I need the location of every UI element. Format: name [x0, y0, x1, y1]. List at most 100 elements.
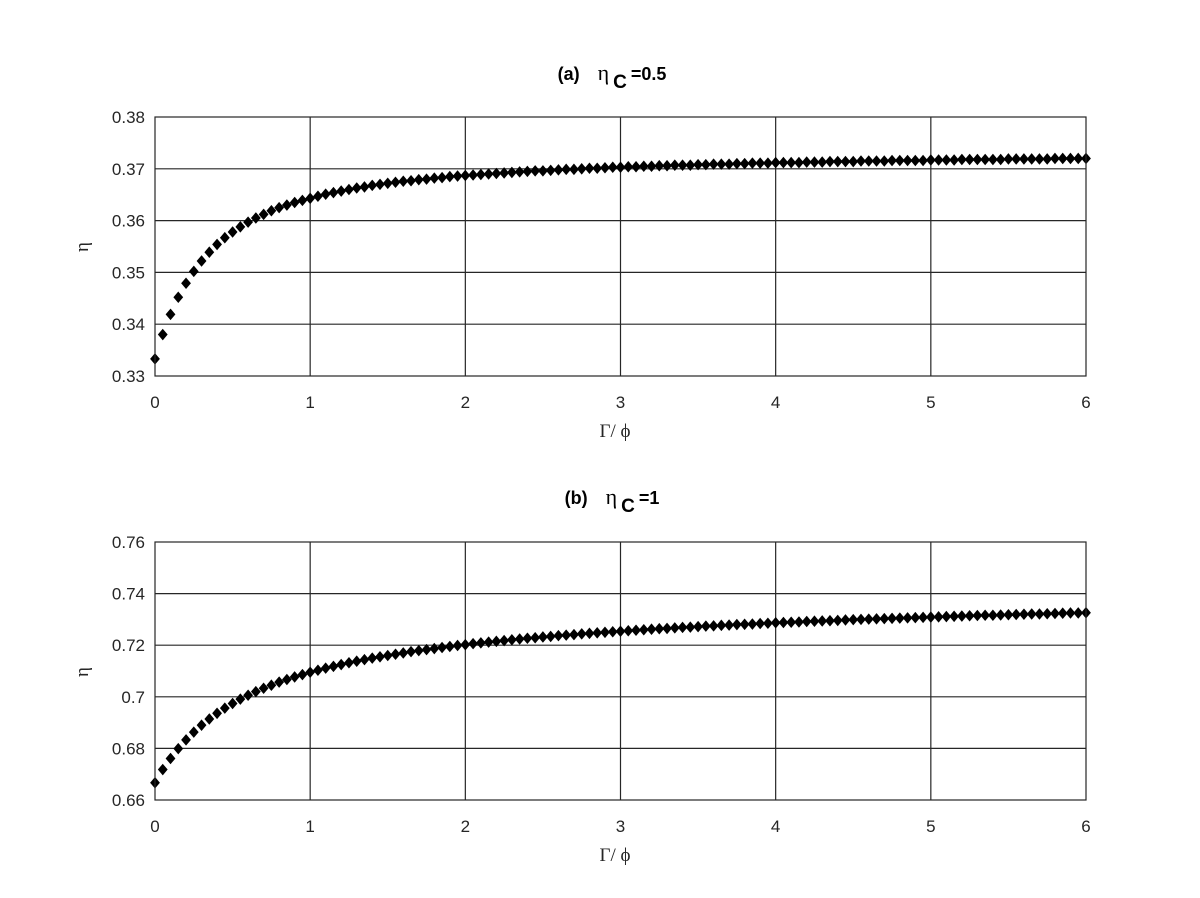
panel-b-data-point: [1003, 608, 1014, 621]
panel-a-data-point: [700, 158, 711, 171]
panel-b-title: (b) η C =1: [565, 484, 660, 517]
panel-a-data-point: [538, 165, 548, 177]
panel-b-y-tick-label: 0.68: [112, 739, 145, 758]
panel-b-data-point: [274, 676, 285, 688]
panel-b-data-point: [956, 610, 967, 622]
panel-b-data-point: [980, 609, 991, 622]
panel-a-data-point: [949, 154, 960, 166]
panel-a-data-point: [506, 166, 517, 179]
panel-a-data-point: [421, 173, 432, 185]
panel-b-data-point: [313, 664, 323, 676]
panel-b-data-point: [794, 616, 804, 628]
panel-a-data-point: [1034, 153, 1045, 165]
panel-b-data-point: [716, 619, 727, 632]
panel-a-data-point: [731, 157, 742, 170]
panel-a-data-point: [972, 153, 983, 166]
panel-a-x-tick-label: 1: [305, 393, 314, 412]
panel-a-data-point: [165, 308, 176, 321]
panel-a-data-point: [561, 163, 572, 176]
panel-b-data-point: [281, 673, 292, 686]
panel-b-data-point: [1026, 608, 1037, 620]
panel-a-data-point: [569, 163, 579, 176]
panel-b-data-point: [925, 611, 936, 623]
panel-a-data-point: [747, 157, 758, 169]
panel-b-data-point: [336, 658, 347, 671]
panel-a-data-point: [786, 156, 797, 169]
panel-a-data-point: [320, 188, 331, 200]
panel-b-y-tick-label: 0.76: [112, 533, 145, 552]
panel-b-grid: [155, 542, 1086, 800]
panel-b-title-symbol: η: [606, 484, 618, 509]
panel-a-y-tick-label: 0.37: [112, 160, 145, 179]
panel-b-x-tick-label: 3: [616, 817, 625, 836]
panel-b-data-point: [840, 614, 851, 626]
panel-b-data-point: [817, 615, 828, 627]
panel-b-data-point: [506, 634, 517, 646]
panel-b-data-point: [693, 620, 703, 633]
panel-a-data-point: [809, 156, 820, 168]
panel-a-data-point: [328, 186, 339, 199]
panel-b-data-point: [638, 623, 649, 636]
panel-b-data-point: [856, 613, 866, 626]
panel-b-data-point: [786, 616, 797, 629]
panel-a-data-point: [848, 155, 859, 168]
panel-b-title-suffix: =1: [639, 488, 660, 508]
panel-a-data-point: [763, 157, 773, 169]
panel-a-data-point: [437, 171, 447, 184]
panel-a-data-point: [553, 164, 564, 176]
panel-b-data-point: [235, 693, 246, 705]
panel-b-y-tick-label: 0.7: [121, 688, 145, 707]
panel-a-title: (a) η C =0.5: [558, 60, 667, 93]
panel-a-plot-frame: [154, 116, 1087, 377]
panel-a-data-point: [289, 196, 300, 209]
panel-a-y-tick-label: 0.38: [112, 108, 145, 127]
panel-b-data-point: [398, 647, 409, 659]
panel-a-data-point: [483, 168, 494, 180]
panel-b-data-point: [219, 702, 230, 714]
panel-a-data-point: [856, 155, 866, 167]
panel-b-data-point: [662, 622, 672, 635]
panel-a-data-point: [716, 158, 727, 170]
panel-a-data-point: [879, 155, 890, 167]
panel-b-data-point: [631, 624, 641, 637]
panel-a-data-point: [1011, 153, 1022, 165]
panel-a-title-subscript: C: [613, 72, 627, 93]
panel-b-data-point: [444, 640, 455, 653]
panel-b-data-point: [1073, 607, 1084, 619]
panel-b-data-point: [359, 653, 370, 666]
panel-a-data-point: [941, 154, 952, 166]
panel-a-data-point: [258, 208, 269, 221]
panel-b-data-point: [887, 612, 897, 625]
panel-b-data-point: [669, 622, 680, 634]
panel-b-data-point: [530, 631, 541, 644]
panel-a-data-point: [514, 166, 525, 178]
panel-b-x-axis-label: Γ/ ϕ: [599, 845, 630, 866]
panel-a-title-suffix: =0.5: [631, 64, 667, 84]
panel-a-data-point: [902, 154, 913, 167]
panel-b-x-tick-label: 1: [305, 817, 314, 836]
panel-a-data-point: [1057, 152, 1068, 165]
panel-b-data-point: [344, 656, 354, 669]
panel-b-data-point: [1042, 607, 1053, 620]
panel-b-data-point: [157, 763, 168, 776]
panel-a-data-point: [724, 158, 735, 170]
panel-a-data-point: [693, 158, 703, 171]
panel-a-data-point: [1026, 153, 1037, 165]
panel-a-data-point: [638, 160, 649, 172]
panel-b-data-point: [289, 671, 300, 683]
panel-b-data-point: [763, 617, 773, 630]
panel-b-data-point: [623, 624, 634, 637]
panel-a-data-point: [204, 246, 215, 258]
panel-a-data-point: [794, 156, 804, 169]
panel-b-x-tick-labels: 0 1 2 3 4 5 6: [150, 817, 1090, 836]
panel-b-x-tick-label: 5: [926, 817, 935, 836]
panel-b-markers: [150, 606, 1091, 789]
panel-a-data-point: [980, 153, 991, 166]
panel-b-data-point: [600, 626, 610, 639]
panel-b-data-point: [646, 623, 657, 635]
panel-b-data-point: [545, 630, 556, 643]
panel-a-data-point: [592, 162, 603, 175]
panel-a-data-point: [584, 162, 595, 175]
